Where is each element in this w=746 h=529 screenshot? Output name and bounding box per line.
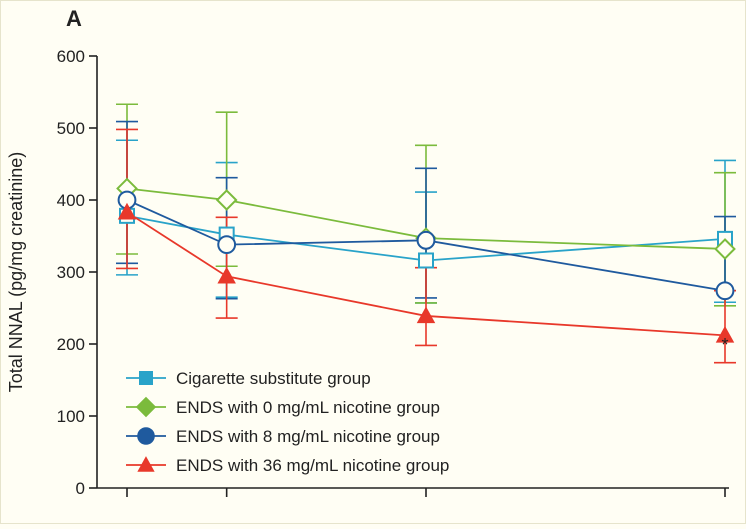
data-point [217, 266, 236, 284]
y-axis-label: Total NNAL (pg/mg creatinine) [6, 152, 26, 392]
data-point [418, 252, 434, 269]
legend-label: ENDS with 8 mg/mL nicotine group [176, 427, 440, 446]
y-tick-label: 300 [57, 263, 85, 282]
y-tick-label: 400 [57, 191, 85, 210]
legend-marker [139, 371, 153, 385]
series-line [126, 187, 726, 250]
data-point [714, 238, 736, 260]
legend-marker [137, 456, 155, 472]
legend-label: ENDS with 36 mg/mL nicotine group [176, 456, 449, 475]
legend-label: Cigarette substitute group [176, 369, 371, 388]
data-point [217, 235, 237, 255]
data-point [416, 306, 436, 324]
data-point [215, 189, 238, 211]
axes: 0 100 200 300 400 500 600 [57, 47, 729, 498]
legend-marker [135, 396, 157, 418]
y-tick-label: 500 [57, 119, 85, 138]
series-lines [126, 187, 726, 337]
y-tick-label: 200 [57, 335, 85, 354]
annotations: * [721, 335, 728, 355]
data-point [117, 202, 137, 220]
data-point [416, 230, 436, 250]
y-tick-label: 0 [76, 479, 85, 498]
data-point [715, 281, 735, 301]
series-line [126, 211, 726, 337]
y-tick-label: 600 [57, 47, 85, 66]
legend: Cigarette substitute group ENDS with 0 mg… [126, 369, 449, 475]
y-tick-label: 100 [57, 407, 85, 426]
significance-marker: * [721, 335, 728, 355]
panel-label: A [66, 6, 82, 31]
legend-label: ENDS with 0 mg/mL nicotine group [176, 398, 440, 417]
series-line [126, 199, 726, 292]
legend-marker [137, 427, 155, 445]
data-point [715, 325, 735, 343]
data-markers [116, 177, 736, 343]
series-line [126, 214, 726, 262]
